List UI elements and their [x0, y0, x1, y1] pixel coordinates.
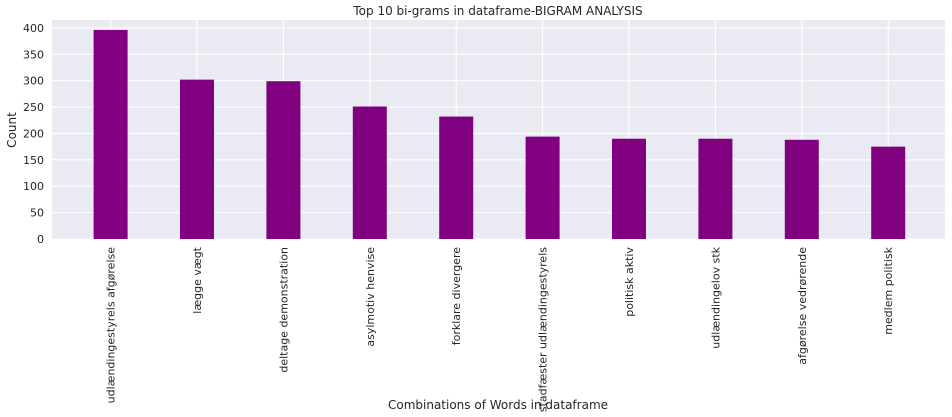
bar [871, 146, 906, 239]
bar [352, 106, 387, 239]
y-tick-label: 200 [23, 127, 44, 140]
x-tick-labels: udlændingestyrels afgørelse lægge vægt del… [105, 246, 896, 412]
x-tick-label: udlændingestyrels afgørelse [105, 247, 118, 404]
x-tick-label: asylmotiv henvise [364, 247, 377, 347]
bar [93, 30, 128, 240]
x-tick-label: forklare divergere [450, 247, 463, 346]
bar [439, 116, 474, 239]
bar [180, 79, 214, 240]
bar [266, 81, 301, 240]
y-tick-label: 150 [23, 154, 44, 167]
x-axis-label: Combinations of Words in dataframe [388, 398, 608, 412]
x-tick-label: udlændingelov stk [709, 246, 722, 348]
bars [93, 30, 906, 240]
y-tick-label: 0 [37, 233, 44, 246]
y-tick-label: 100 [23, 180, 44, 193]
bar [784, 139, 819, 239]
x-tick-label: lægge vægt [191, 246, 204, 313]
x-tick-label: politisk aktiv [623, 247, 636, 317]
y-tick-labels: 0 50 100 150 200 250 300 350 400 [23, 22, 44, 246]
y-tick-label: 300 [23, 75, 44, 88]
bar [525, 136, 560, 239]
y-tick-label: 350 [23, 48, 44, 61]
bar [698, 138, 733, 239]
bar [612, 138, 646, 239]
x-tick-label: afgørelse vedrørende [796, 247, 809, 365]
chart-title: Top 10 bi-grams in dataframe-BIGRAM ANAL… [352, 4, 642, 18]
y-axis-label: Count [5, 112, 19, 148]
x-tick-label: stadfæster udlændingestyrels [537, 247, 550, 412]
x-tick-label: medlem politisk [882, 246, 895, 334]
y-tick-label: 250 [23, 101, 44, 114]
y-tick-label: 50 [30, 207, 44, 220]
y-tick-label: 400 [23, 22, 44, 35]
x-tick-label: deltage demonstration [277, 247, 290, 373]
